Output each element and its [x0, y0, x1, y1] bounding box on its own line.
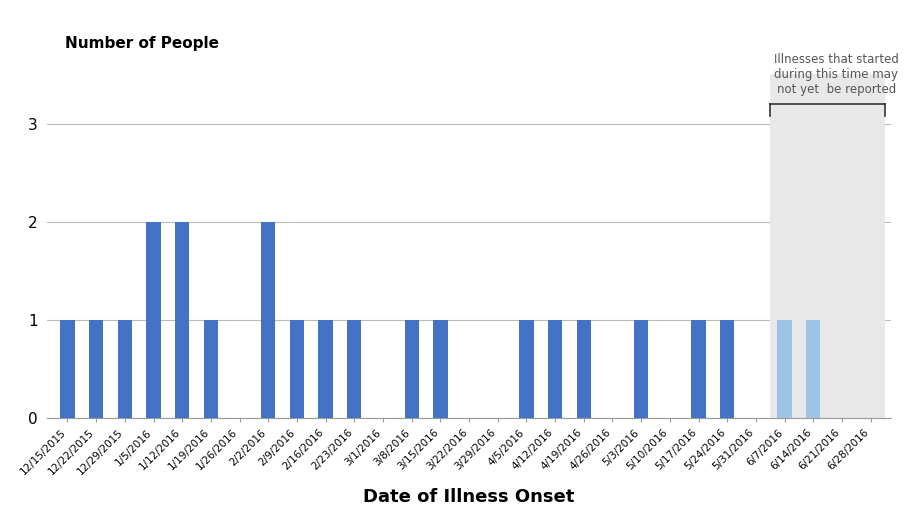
Bar [720, 320, 735, 418]
Text: Illnesses that started
during this time may
not yet  be reported: Illnesses that started during this time … [774, 53, 899, 96]
Bar [89, 320, 103, 418]
Bar [261, 222, 276, 418]
Bar [548, 320, 562, 418]
Bar [60, 320, 75, 418]
Bar [318, 320, 333, 418]
Bar [175, 222, 189, 418]
Bar [204, 320, 219, 418]
Bar [806, 320, 821, 418]
Bar [405, 320, 419, 418]
Bar [770, 75, 885, 418]
Bar [348, 320, 361, 418]
Bar [118, 320, 132, 418]
Bar [692, 320, 705, 418]
Bar [634, 320, 648, 418]
Bar [290, 320, 304, 418]
Bar [777, 320, 792, 418]
Bar [519, 320, 534, 418]
Text: Number of People: Number of People [65, 36, 219, 52]
Bar [433, 320, 447, 418]
Bar [576, 320, 591, 418]
X-axis label: Date of Illness Onset: Date of Illness Onset [363, 488, 574, 506]
Bar [147, 222, 160, 418]
